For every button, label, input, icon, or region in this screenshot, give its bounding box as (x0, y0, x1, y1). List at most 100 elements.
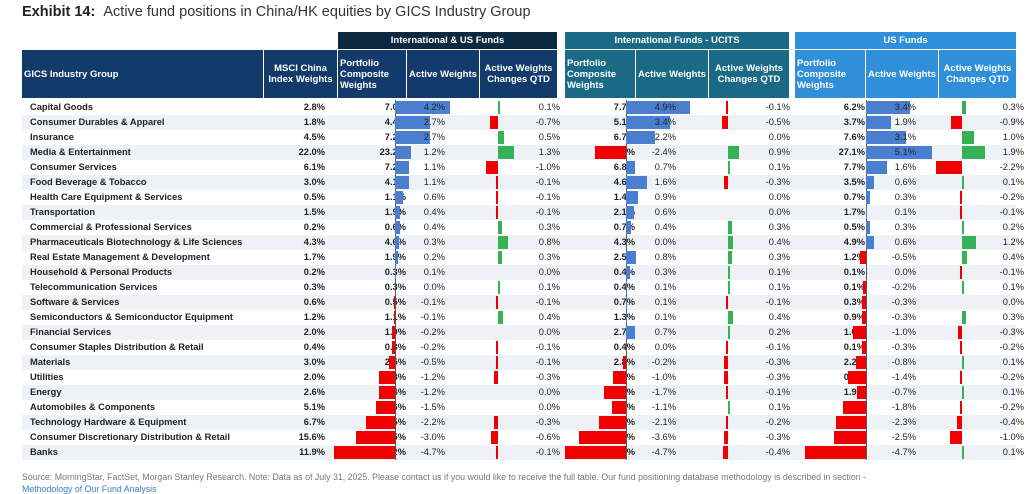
active-weight-value: -0.2% (651, 357, 676, 367)
change-bar (496, 296, 498, 309)
active-weight-value: -1.2% (420, 387, 445, 397)
change-bar (498, 101, 500, 114)
active-weight-bar (833, 431, 866, 444)
active-baseline (395, 415, 396, 430)
active-weight-value: -0.5% (891, 252, 916, 262)
industry-name: Consumer Durables & Apparel (30, 117, 165, 127)
active-weight-value: 0.9% (654, 192, 676, 202)
active-weight-value: -0.3% (891, 342, 916, 352)
active-weight-bar (626, 221, 632, 234)
active-weight-value: 0.8% (654, 252, 676, 262)
change-value: -0.1% (535, 207, 560, 217)
msci-weight: 2.6% (303, 387, 325, 397)
change-value: 0.8% (538, 237, 560, 247)
change-bar (726, 341, 728, 354)
active-weight-value: 0.0% (423, 282, 445, 292)
active-weight-value: 0.4% (423, 207, 445, 217)
active-weight-value: -1.0% (891, 327, 916, 337)
change-value: 0.3% (1002, 312, 1024, 322)
portfolio-weight: 7.6% (843, 132, 865, 142)
table-row: Media & Entertainment 22.0% 23.2% 1.2% 1.3% 1… (22, 145, 1024, 160)
change-bar (724, 431, 728, 444)
portfolio-weight: 0.3% (843, 297, 865, 307)
active-weight-bar (866, 191, 870, 204)
msci-weight: 0.3% (303, 282, 325, 292)
header-changes-3: Active Weights Changes QTD (939, 50, 1016, 98)
change-bar (962, 281, 964, 294)
change-value: 0.4% (1002, 252, 1024, 262)
active-weight-bar (866, 101, 911, 114)
change-value: 0.0% (538, 327, 560, 337)
change-bar (498, 251, 502, 264)
change-value: 0.0% (538, 267, 560, 277)
active-weight-value: 0.0% (654, 237, 676, 247)
industry-name: Transportation (30, 207, 96, 217)
methodology-link[interactable]: Methodology of Our Fund Analysis (22, 484, 157, 494)
active-baseline (866, 385, 867, 400)
active-weight-value: 1.1% (423, 162, 445, 172)
active-weight-bar (842, 401, 866, 414)
active-weight-value: -0.8% (891, 357, 916, 367)
active-baseline (866, 445, 867, 460)
change-bar (498, 146, 514, 159)
change-value: 0.1% (1002, 177, 1024, 187)
active-baseline (626, 370, 627, 385)
change-bar (959, 371, 962, 384)
header-msci: MSCI China Index Weights (264, 50, 337, 98)
change-bar (725, 416, 728, 429)
change-bar (962, 446, 964, 459)
portfolio-weight: 0.7% (843, 192, 865, 202)
active-weight-bar (395, 266, 397, 279)
portfolio-weight: 1.9% (843, 387, 865, 397)
industry-name: Consumer Discretionary Distribution & Re… (30, 432, 230, 442)
change-value: -0.1% (535, 297, 560, 307)
active-weight-bar (395, 191, 403, 204)
active-weight-bar (395, 236, 399, 249)
change-bar (962, 356, 964, 369)
change-bar (498, 311, 503, 324)
active-weight-value: 0.0% (654, 342, 676, 352)
change-value: 0.1% (1002, 282, 1024, 292)
portfolio-weight: 6.8% (613, 162, 635, 172)
active-weight-bar (856, 386, 866, 399)
change-bar (958, 326, 962, 339)
change-bar (489, 116, 498, 129)
change-bar (962, 236, 977, 249)
industry-name: Commercial & Professional Services (30, 222, 192, 232)
industry-name: Energy (30, 387, 62, 397)
active-weight-value: -0.7% (891, 387, 916, 397)
portfolio-weight: 1.3% (613, 312, 635, 322)
active-baseline (395, 340, 396, 355)
active-weight-bar (395, 206, 401, 219)
change-bar (494, 371, 498, 384)
table-row: Technology Hardware & Equipment6.7%4.5%-… (22, 415, 1024, 430)
active-weight-value: 2.7% (423, 117, 445, 127)
change-bar (960, 206, 962, 219)
active-weight-value: 0.7% (654, 327, 676, 337)
active-weight-value: -2.3% (891, 417, 916, 427)
change-value: -1.0% (999, 432, 1024, 442)
change-bar (496, 206, 498, 219)
active-baseline (626, 445, 627, 460)
change-bar (728, 236, 733, 249)
change-value: -0.3% (535, 372, 560, 382)
industry-name: Real Estate Management & Development (30, 252, 210, 262)
active-baseline (626, 415, 627, 430)
active-weight-value: 0.1% (654, 312, 676, 322)
active-baseline (395, 280, 396, 295)
change-value: -0.3% (765, 372, 790, 382)
portfolio-weight: 2.1% (613, 207, 635, 217)
active-weight-value: 0.4% (654, 222, 676, 232)
active-baseline (866, 265, 867, 280)
active-weight-bar (388, 356, 395, 369)
msci-weight: 5.1% (303, 402, 325, 412)
active-weight-bar (611, 401, 626, 414)
header-portfolio-3: Portfolio Composite Weights (795, 50, 865, 98)
active-weight-value: -1.0% (651, 372, 676, 382)
change-bar (962, 386, 964, 399)
change-value: 1.3% (538, 147, 560, 157)
table-row: Capital Goods2.8%7.0%4.2%0.1%7.7%4.9%-0.… (22, 100, 1024, 115)
active-weight-bar (395, 116, 431, 129)
change-bar (962, 221, 965, 234)
active-weight-bar (395, 101, 450, 114)
